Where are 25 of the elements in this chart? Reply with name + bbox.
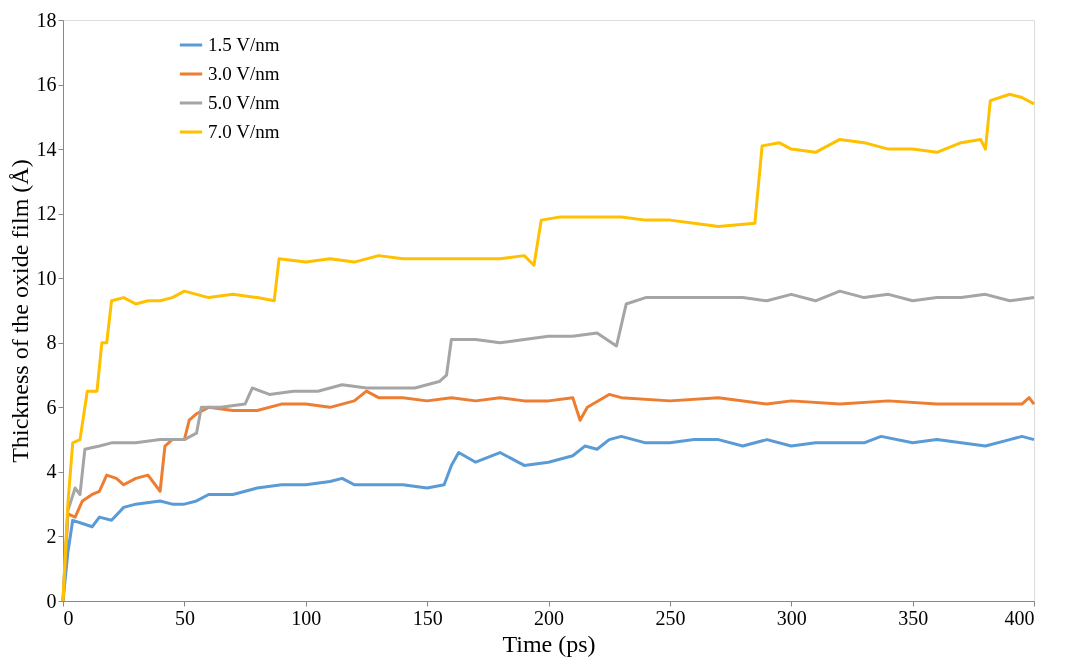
x-tick-label: 100 xyxy=(291,606,322,629)
y-tick-label: 6 xyxy=(46,395,57,418)
y-tick-label: 8 xyxy=(46,331,57,354)
legend-label: 5.0 V/nm xyxy=(208,92,280,113)
y-tick-label: 16 xyxy=(36,73,57,96)
x-tick-label: 150 xyxy=(412,606,443,629)
y-axis-title: Thickness of the oxide film (Å) xyxy=(6,159,33,463)
y-tick-label: 12 xyxy=(36,202,57,225)
x-tick-label: 50 xyxy=(174,606,195,629)
y-tick-label: 14 xyxy=(36,137,57,160)
legend-label: 1.5 V/nm xyxy=(208,34,280,55)
x-tick-label: 400 xyxy=(1004,606,1035,629)
x-tick-label: 200 xyxy=(534,606,564,629)
x-tick-label: 300 xyxy=(776,606,807,629)
y-tick-label: 4 xyxy=(46,460,57,483)
y-tick-label: 18 xyxy=(36,8,57,31)
x-tick-label: 350 xyxy=(898,606,929,629)
x-axis-title: Time (ps) xyxy=(502,630,596,657)
y-tick-label: 10 xyxy=(36,266,57,289)
x-tick-label: 0 xyxy=(63,606,74,629)
legend-label: 3.0 V/nm xyxy=(208,63,280,84)
y-tick-label: 0 xyxy=(46,589,57,612)
legend-label: 7.0 V/nm xyxy=(208,121,280,142)
y-tick-label: 2 xyxy=(46,524,57,547)
x-tick-label: 250 xyxy=(655,606,686,629)
